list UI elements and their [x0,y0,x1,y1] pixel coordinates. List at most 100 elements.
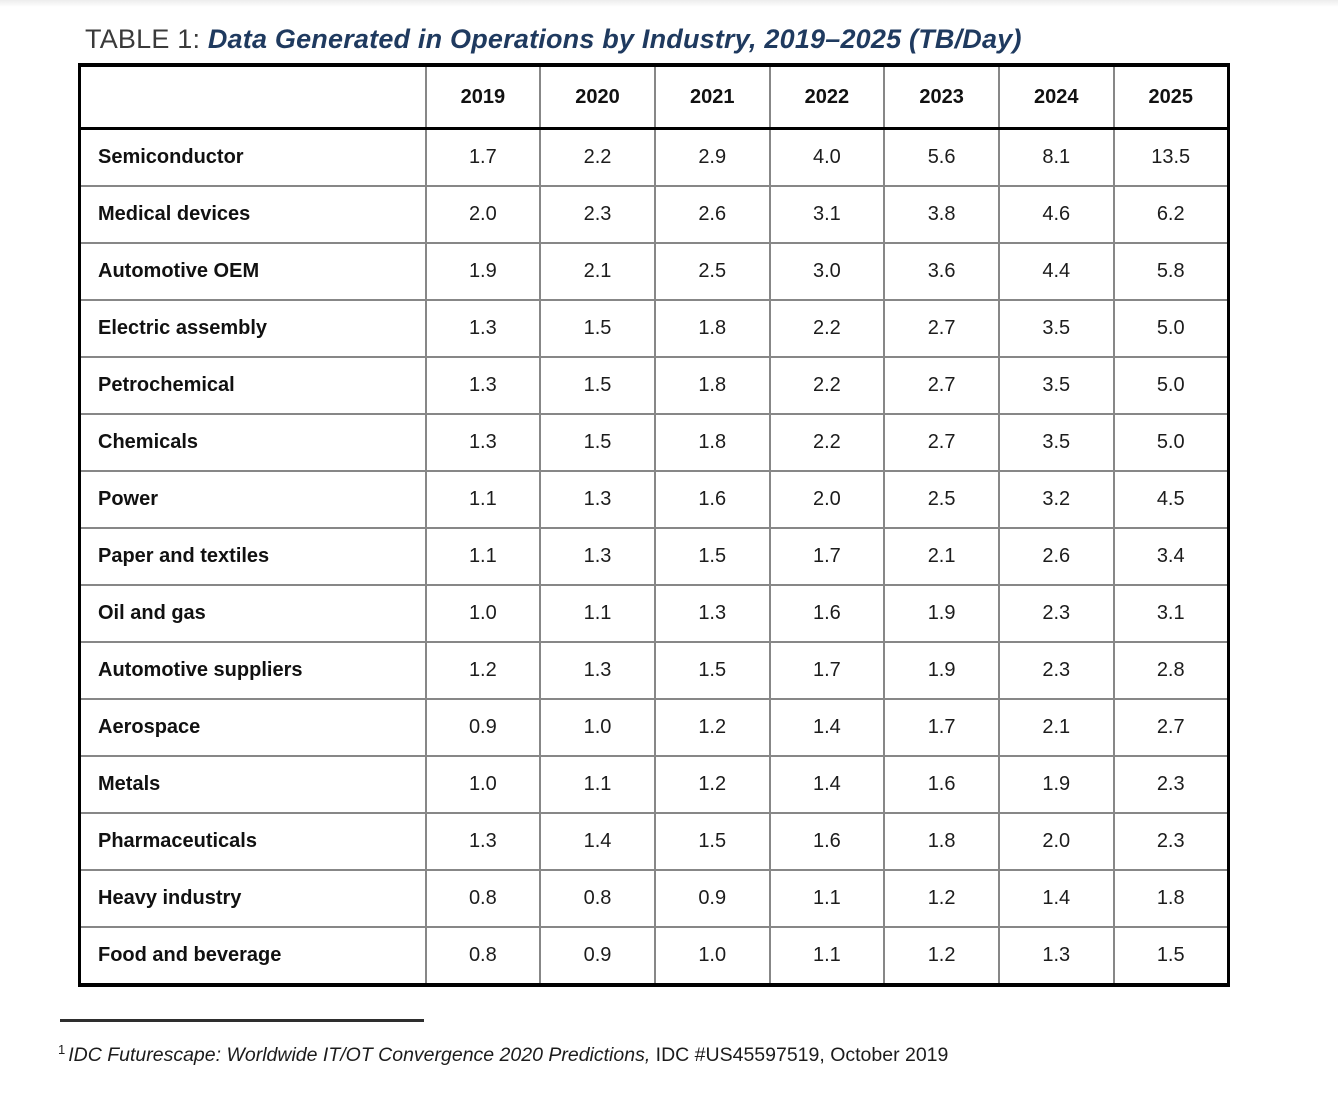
cell-value: 13.5 [1112,127,1230,187]
cell-value: 5.0 [1112,356,1230,415]
cell-value: 1.6 [883,755,1000,814]
cell-value: 1.5 [653,812,771,871]
cell-value: 2.7 [883,356,1000,415]
row-label: Automotive suppliers [78,641,427,700]
cell-value: 3.1 [768,185,886,244]
table-row: Automotive suppliers 1.2 1.3 1.5 1.7 1.9… [78,641,1230,700]
cell-value: 2.7 [1112,698,1230,757]
row-label: Aerospace [78,698,427,757]
table-caption-prefix: TABLE 1: [85,24,208,54]
table-row: Food and beverage 0.8 0.9 1.0 1.1 1.2 1.… [78,926,1230,986]
cell-value: 1.4 [997,869,1115,928]
footnote-marker: 1 [58,1041,66,1057]
row-label: Petrochemical [78,356,427,415]
row-label: Power [78,470,427,529]
cell-value: 1.3 [539,470,656,529]
cell-value: 2.3 [1112,812,1230,871]
cell-value: 1.9 [997,755,1115,814]
cell-value: 2.6 [997,527,1115,586]
cell-value: 1.5 [539,299,656,358]
table-row: Power 1.1 1.3 1.6 2.0 2.5 3.2 4.5 [78,470,1230,529]
row-label: Food and beverage [78,926,427,986]
cell-value: 1.6 [653,470,771,529]
cell-value: 1.8 [653,356,771,415]
cell-value: 1.1 [768,869,886,928]
cell-value: 1.7 [424,127,542,187]
column-header-2023: 2023 [883,64,1000,130]
cell-value: 2.3 [1112,755,1230,814]
table-row: Aerospace 0.9 1.0 1.2 1.4 1.7 2.1 2.7 [78,698,1230,757]
column-header-2025: 2025 [1112,64,1230,130]
cell-value: 3.0 [768,242,886,301]
cell-value: 3.6 [883,242,1000,301]
footnote-citation-italic: IDC Futurescape: Worldwide IT/OT Converg… [68,1044,651,1066]
industry-data-table: 2019 2020 2021 2022 2023 2024 2025 Semic… [78,63,1230,987]
table-row: Pharmaceuticals 1.3 1.4 1.5 1.6 1.8 2.0 … [78,812,1230,871]
column-header-2020: 2020 [539,64,656,130]
cell-value: 1.8 [653,413,771,472]
column-header-2021: 2021 [653,64,771,130]
cell-value: 2.6 [653,185,771,244]
cell-value: 3.8 [883,185,1000,244]
cell-value: 2.7 [883,299,1000,358]
cell-value: 0.8 [424,869,542,928]
cell-value: 1.1 [539,755,656,814]
cell-value: 1.0 [424,584,542,643]
table-row: Medical devices 2.0 2.3 2.6 3.1 3.8 4.6 … [78,185,1230,244]
cell-value: 1.4 [539,812,656,871]
cell-value: 1.3 [424,299,542,358]
corner-header-cell [78,64,427,130]
cell-value: 1.4 [768,755,886,814]
footnote-separator [60,1019,424,1022]
cell-value: 2.7 [883,413,1000,472]
cell-value: 3.1 [1112,584,1230,643]
cell-value: 1.5 [539,356,656,415]
cell-value: 2.1 [997,698,1115,757]
cell-value: 5.0 [1112,413,1230,472]
cell-value: 2.2 [768,413,886,472]
cell-value: 1.3 [424,413,542,472]
table-row: Chemicals 1.3 1.5 1.8 2.2 2.7 3.5 5.0 [78,413,1230,472]
cell-value: 1.1 [768,926,886,986]
cell-value: 1.0 [424,755,542,814]
column-header-2019: 2019 [424,64,542,130]
cell-value: 1.7 [883,698,1000,757]
row-label: Automotive OEM [78,242,427,301]
cell-value: 1.5 [653,641,771,700]
cell-value: 1.5 [653,527,771,586]
cell-value: 1.4 [768,698,886,757]
table-row: Petrochemical 1.3 1.5 1.8 2.2 2.7 3.5 5.… [78,356,1230,415]
cell-value: 2.2 [768,299,886,358]
cell-value: 2.0 [997,812,1115,871]
cell-value: 2.2 [768,356,886,415]
table-row: Paper and textiles 1.1 1.3 1.5 1.7 2.1 2… [78,527,1230,586]
cell-value: 1.3 [997,926,1115,986]
cell-value: 3.4 [1112,527,1230,586]
cell-value: 1.9 [424,242,542,301]
table-row: Heavy industry 0.8 0.8 0.9 1.1 1.2 1.4 1… [78,869,1230,928]
column-header-2024: 2024 [997,64,1115,130]
cell-value: 4.4 [997,242,1115,301]
cell-value: 1.2 [653,755,771,814]
cell-value: 5.6 [883,127,1000,187]
cell-value: 0.9 [424,698,542,757]
cell-value: 1.3 [539,641,656,700]
cell-value: 1.3 [424,356,542,415]
row-label: Medical devices [78,185,427,244]
cell-value: 1.8 [653,299,771,358]
cell-value: 4.6 [997,185,1115,244]
cell-value: 1.9 [883,641,1000,700]
cell-value: 1.1 [424,470,542,529]
cell-value: 8.1 [997,127,1115,187]
cell-value: 2.1 [883,527,1000,586]
footnote-citation-regular: IDC #US45597519, October 2019 [650,1044,949,1066]
cell-value: 1.0 [653,926,771,986]
cell-value: 1.3 [653,584,771,643]
cell-value: 1.2 [883,926,1000,986]
cell-value: 2.1 [539,242,656,301]
table-caption-title: Data Generated in Operations by Industry… [207,24,1022,54]
cell-value: 2.3 [997,641,1115,700]
cell-value: 1.1 [539,584,656,643]
row-label: Heavy industry [78,869,427,928]
row-label: Pharmaceuticals [78,812,427,871]
